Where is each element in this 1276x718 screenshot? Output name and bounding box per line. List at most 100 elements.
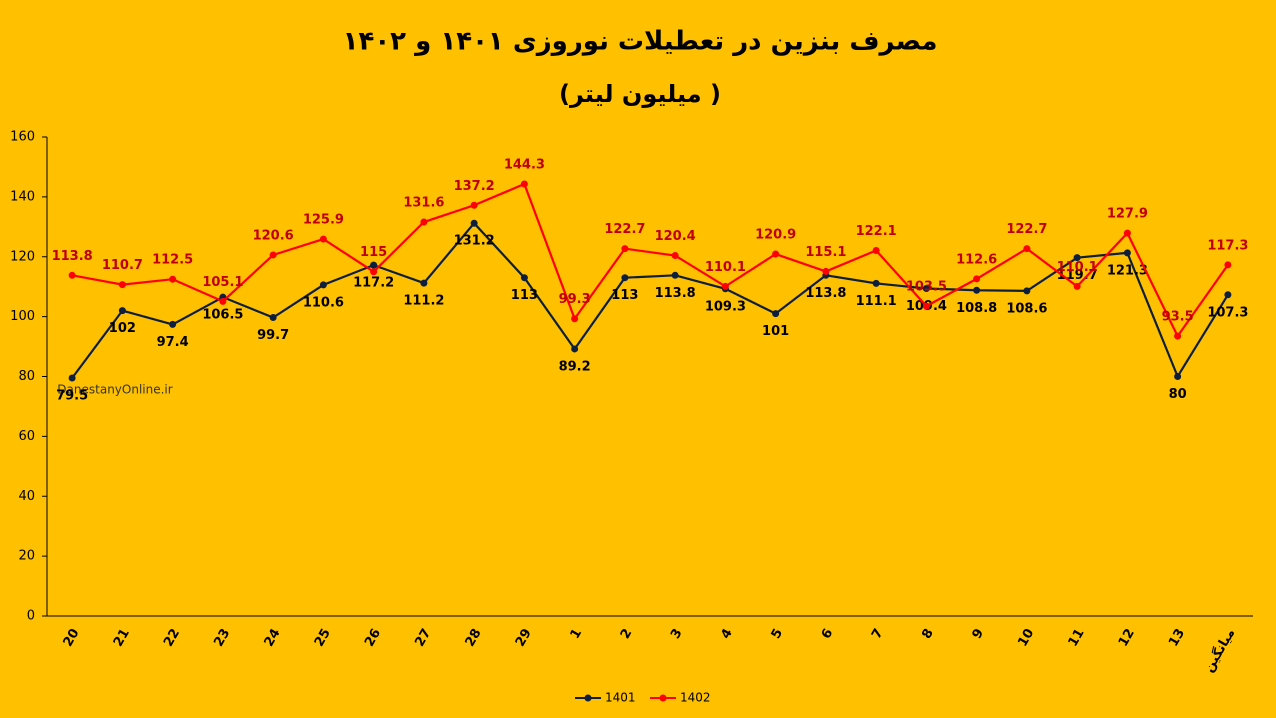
data-label: 112.5 xyxy=(152,253,193,268)
data-label: 120.6 xyxy=(253,228,294,243)
legend-marker xyxy=(659,694,667,702)
point xyxy=(822,267,830,275)
data-label: 110.1 xyxy=(705,260,746,275)
point xyxy=(922,284,930,292)
data-label: 113.8 xyxy=(805,286,846,301)
data-label: 125.9 xyxy=(303,213,344,228)
point xyxy=(1174,332,1182,340)
point xyxy=(1023,245,1031,253)
data-label: 111.1 xyxy=(856,294,897,309)
data-label: 99.3 xyxy=(559,292,591,307)
point xyxy=(520,180,528,188)
point xyxy=(420,218,428,226)
point xyxy=(470,201,478,209)
point xyxy=(922,302,930,310)
y-tick-label: 0 xyxy=(27,609,35,624)
data-label: 105.1 xyxy=(202,275,243,290)
data-label: 102 xyxy=(109,321,136,336)
point xyxy=(68,374,76,382)
data-label: 103.5 xyxy=(906,280,947,295)
point xyxy=(671,271,679,279)
point xyxy=(319,235,327,243)
point xyxy=(571,345,579,353)
point xyxy=(68,271,76,279)
data-label: 117.2 xyxy=(353,276,394,291)
point xyxy=(1073,282,1081,290)
data-label: 89.2 xyxy=(559,359,591,374)
data-label: 110.7 xyxy=(102,258,143,273)
data-label: 111.2 xyxy=(403,294,444,309)
point xyxy=(169,275,177,283)
watermark: DanestanyOnline.ir xyxy=(57,383,172,397)
data-label: 106.5 xyxy=(202,308,243,323)
data-label: 97.4 xyxy=(157,335,189,350)
data-label: 122.7 xyxy=(604,222,645,237)
point xyxy=(671,252,679,260)
data-label: 113.8 xyxy=(52,249,93,264)
point xyxy=(1224,261,1232,269)
series-line xyxy=(71,182,1229,339)
data-label: 131.6 xyxy=(403,196,444,211)
point xyxy=(319,281,327,289)
point xyxy=(1224,291,1232,299)
data-label: 109.3 xyxy=(705,299,746,314)
data-label: 137.2 xyxy=(454,179,495,194)
chart-subtitle: (میلیون لیتر ) xyxy=(559,80,721,108)
point xyxy=(1174,373,1182,380)
point xyxy=(872,246,880,254)
point xyxy=(621,274,629,282)
data-label: 144.3 xyxy=(504,158,545,173)
y-tick-label: 80 xyxy=(18,369,35,384)
point xyxy=(772,250,780,258)
data-label: 101 xyxy=(762,324,789,339)
data-label: 107.3 xyxy=(1207,305,1248,320)
data-label: 121.3 xyxy=(1107,263,1148,278)
data-label: 108.6 xyxy=(1006,301,1047,316)
data-label: 113 xyxy=(611,288,638,303)
point xyxy=(118,307,126,315)
point xyxy=(772,310,780,318)
legend-marker xyxy=(584,694,592,702)
data-label: 110.6 xyxy=(303,295,344,310)
data-label: 108.8 xyxy=(956,301,997,316)
point xyxy=(1073,254,1081,262)
point xyxy=(370,261,378,269)
y-tick-label: 160 xyxy=(10,130,35,145)
point xyxy=(118,281,126,289)
data-label: 122.1 xyxy=(856,224,897,239)
data-label: 120.9 xyxy=(755,228,796,243)
point xyxy=(269,314,277,322)
y-tick-label: 140 xyxy=(10,189,35,204)
data-label: 99.7 xyxy=(257,328,289,343)
data-label: 120.4 xyxy=(655,229,696,244)
chart-title: مصرف بنزین در تعطیلات نوروزی ۱۴۰۱ و ۱۴۰۲ xyxy=(343,27,938,57)
data-label: 131.2 xyxy=(454,234,495,249)
point xyxy=(269,251,277,259)
data-label: 127.9 xyxy=(1107,207,1148,222)
data-label: 79.5 xyxy=(56,388,88,403)
data-label: 93.5 xyxy=(1162,310,1194,325)
point xyxy=(973,275,981,283)
point xyxy=(571,315,579,323)
point xyxy=(973,286,981,294)
data-label: 110.1 xyxy=(1057,260,1098,275)
data-label: 115 xyxy=(360,245,387,260)
point xyxy=(621,245,629,253)
legend-label: 1402 xyxy=(680,691,711,705)
point xyxy=(420,279,428,287)
point xyxy=(1123,229,1131,237)
data-label: 122.7 xyxy=(1006,222,1047,237)
data-label: 115.1 xyxy=(805,245,846,260)
data-label: 113 xyxy=(511,288,538,303)
point xyxy=(520,274,528,282)
y-tick-label: 20 xyxy=(18,549,35,564)
y-tick-label: 40 xyxy=(18,489,35,504)
data-label: 112.6 xyxy=(956,252,997,267)
point xyxy=(219,297,227,305)
legend-label: 1401 xyxy=(605,691,636,705)
y-tick-label: 100 xyxy=(10,309,35,324)
point xyxy=(470,219,478,227)
data-label: 113.8 xyxy=(655,286,696,301)
y-tick-label: 60 xyxy=(18,429,35,444)
data-label: 80 xyxy=(1169,387,1187,402)
